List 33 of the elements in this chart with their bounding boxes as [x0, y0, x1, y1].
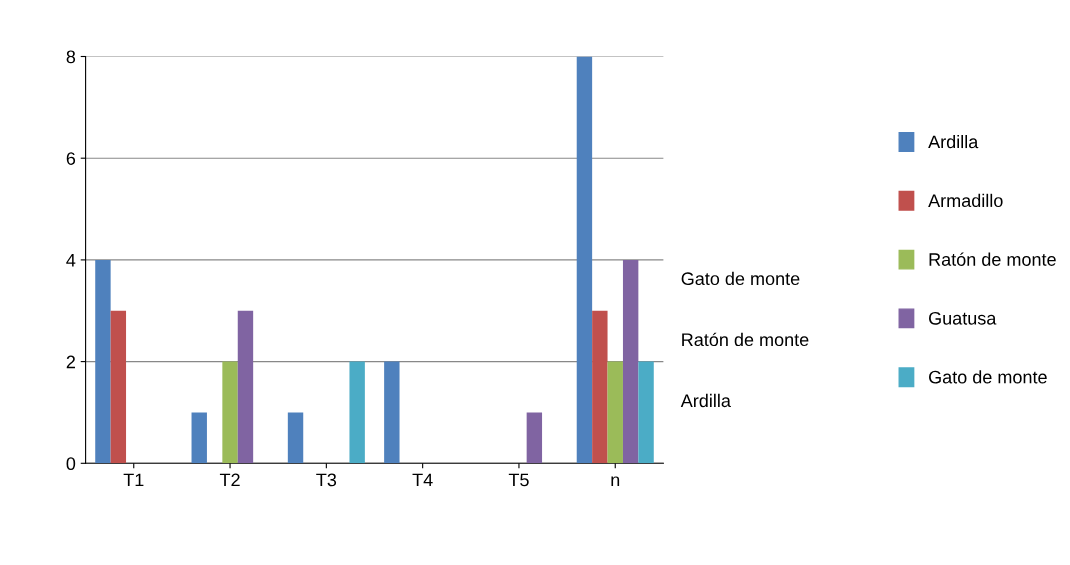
x-tick-label: T2: [219, 473, 240, 487]
x-tick-label: T1: [123, 473, 144, 487]
text: Gato de monte: [681, 271, 800, 286]
legend-label: Ratón de monte: [929, 252, 1056, 266]
x-tick-label: T5: [508, 473, 529, 487]
bar: [287, 412, 304, 464]
bar: [638, 361, 654, 464]
legend-label: Guatusa: [929, 311, 997, 325]
bar: [349, 361, 365, 464]
bar: [191, 412, 207, 464]
text: Ardilla: [680, 393, 731, 408]
bar: [384, 361, 400, 464]
bar: [622, 259, 639, 464]
bar: [237, 310, 254, 464]
x-tick-label: T4: [412, 473, 433, 487]
bar: [110, 310, 127, 464]
bar: [592, 310, 608, 464]
bar: [95, 259, 111, 464]
legend-label: Ardilla: [928, 134, 979, 149]
x-tick-label: n: [611, 476, 620, 487]
y-tick-label: 2: [66, 355, 75, 369]
y-tick-label: 6: [66, 152, 76, 165]
legend-label: Armadillo: [928, 193, 1003, 208]
legend-label: Gato de monte: [929, 370, 1047, 384]
bar: [607, 361, 623, 464]
y-tick-label: 4: [66, 254, 76, 267]
bar: [576, 56, 593, 464]
text: Ratón de monte: [682, 332, 809, 347]
bar: [222, 361, 238, 464]
x-tick-label: T3: [316, 473, 337, 487]
bar: [526, 412, 543, 464]
y-tick-label: 0: [66, 457, 76, 471]
y-tick-label: 8: [66, 50, 76, 64]
